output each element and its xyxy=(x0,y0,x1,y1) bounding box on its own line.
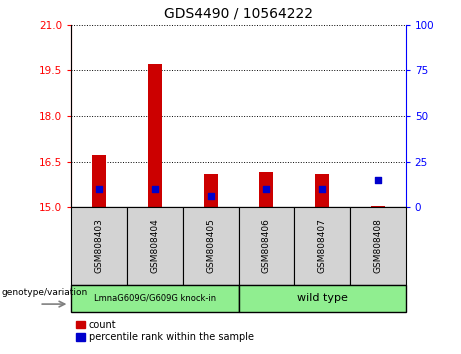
Text: GSM808404: GSM808404 xyxy=(150,219,160,273)
Text: GSM808407: GSM808407 xyxy=(318,218,327,274)
Point xyxy=(374,177,382,183)
Text: GSM808408: GSM808408 xyxy=(373,218,382,274)
Bar xyxy=(204,174,218,207)
Text: GSM808405: GSM808405 xyxy=(206,218,215,274)
Text: GSM808406: GSM808406 xyxy=(262,218,271,274)
Bar xyxy=(238,207,294,285)
Bar xyxy=(238,285,406,312)
Point xyxy=(207,193,214,199)
Text: GSM808403: GSM808403 xyxy=(95,218,104,274)
Title: GDS4490 / 10564222: GDS4490 / 10564222 xyxy=(164,7,313,21)
Bar xyxy=(260,172,273,207)
Bar xyxy=(127,207,183,285)
Bar xyxy=(315,174,329,207)
Bar xyxy=(71,285,239,312)
Bar xyxy=(183,207,238,285)
Point xyxy=(263,186,270,192)
Bar xyxy=(350,207,406,285)
Text: wild type: wild type xyxy=(297,293,348,303)
Bar xyxy=(92,155,106,207)
Bar xyxy=(148,64,162,207)
Point xyxy=(319,186,326,192)
Bar xyxy=(294,207,350,285)
Point xyxy=(151,186,159,192)
Bar xyxy=(371,206,385,207)
Legend: count, percentile rank within the sample: count, percentile rank within the sample xyxy=(77,320,254,342)
Bar xyxy=(71,207,127,285)
Point xyxy=(95,186,103,192)
Text: LmnaG609G/G609G knock-in: LmnaG609G/G609G knock-in xyxy=(94,294,216,303)
Text: genotype/variation: genotype/variation xyxy=(1,288,88,297)
